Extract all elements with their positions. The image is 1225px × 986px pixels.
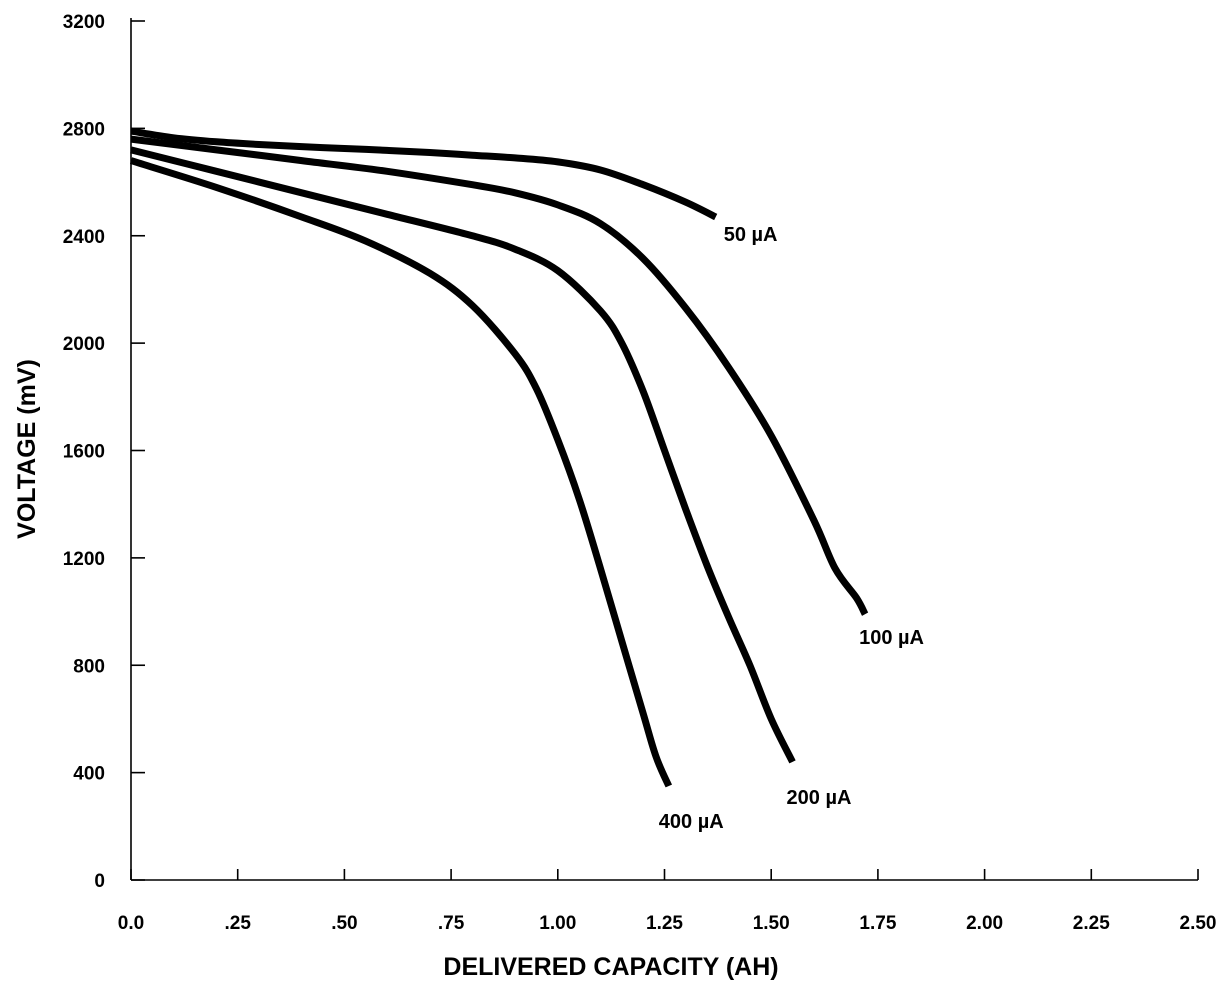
x-tick-label: 0.0: [118, 913, 144, 934]
x-tick-label: .75: [438, 913, 465, 934]
series-line: [130, 127, 718, 221]
y-tick-label: 1600: [63, 442, 105, 463]
series-line: [130, 146, 796, 764]
series-label: 100 µA: [859, 627, 924, 649]
series-label: 50 µA: [724, 224, 778, 246]
x-tick-label: 2.50: [1180, 913, 1217, 934]
series-label: 200 µA: [787, 787, 852, 809]
y-tick-label: 800: [73, 656, 105, 677]
series-label: 400 µA: [659, 811, 724, 833]
x-tick-label: 2.00: [966, 913, 1003, 934]
x-tick-label: .50: [331, 913, 357, 934]
y-tick-label: 3200: [63, 12, 105, 33]
x-tick-label: 1.50: [753, 913, 790, 934]
y-tick-label: 1200: [63, 549, 105, 570]
x-tick-label: 1.00: [539, 913, 576, 934]
y-tick-label: 400: [73, 764, 105, 785]
x-tick-label: 1.25: [646, 913, 683, 934]
y-tick-label: 2800: [63, 119, 105, 140]
x-tick-label: 1.75: [859, 913, 896, 934]
y-tick-label: 0: [94, 871, 105, 892]
series-lines: [129, 127, 869, 788]
y-axis-title: VOLTAGE (mV): [13, 359, 41, 539]
y-tick-label: 2000: [63, 334, 105, 355]
y-tick-label: 2400: [63, 227, 105, 248]
x-tick-label: 2.25: [1073, 913, 1110, 934]
series-line: [129, 157, 672, 788]
series-labels: 50 µA 100 µA 200 µA 400 µA: [659, 224, 924, 833]
x-tick-label: .25: [224, 913, 251, 934]
series-line: [130, 135, 869, 616]
x-ticks: 0.0 .25 .50 .75 1.00 1.25 1.50 1.75 2.00 2.25 2.50: [118, 869, 1217, 934]
y-ticks: 0 400 800 1200 1600 2000 2400 2800 3200: [63, 12, 145, 892]
x-axis-title: DELIVERED CAPACITY (AH): [443, 953, 778, 981]
